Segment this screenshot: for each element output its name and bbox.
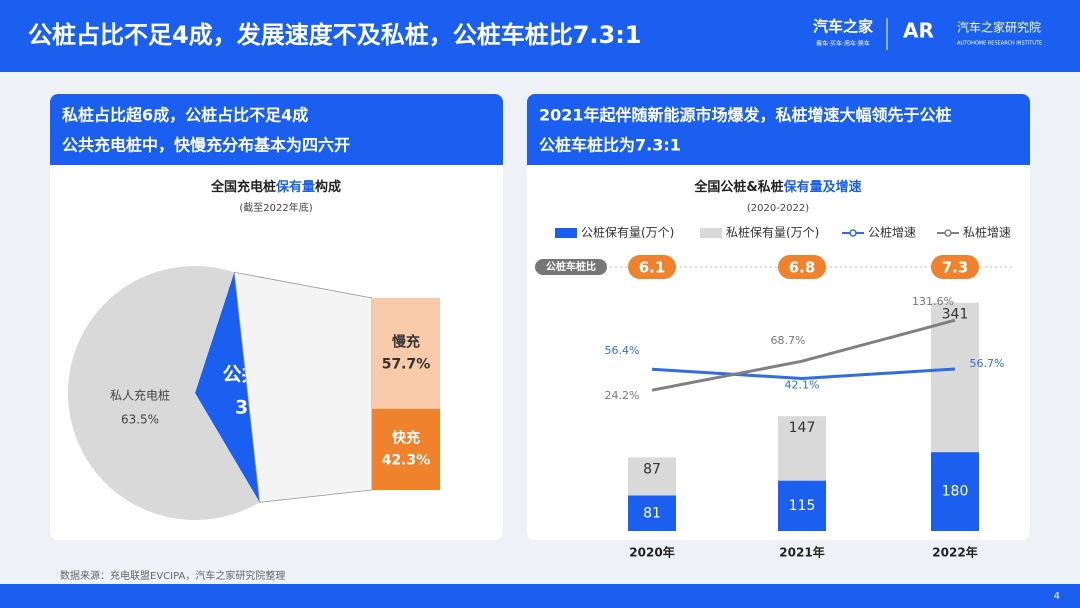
ratio-label-pill (535, 259, 607, 275)
breakdown-label: 快充 (392, 429, 420, 446)
heading-line: 公桩车桩比为7.3:1 (539, 136, 681, 155)
x-tick-label: 2020年 (629, 545, 674, 560)
ratio-pill (931, 255, 979, 279)
line-series (651, 367, 956, 381)
legend-swatch (849, 229, 857, 237)
bar-segment (931, 302, 979, 453)
pie-label: 私人充电桩 (110, 388, 170, 403)
chart-subtitle: (2020-2022) (747, 203, 809, 214)
breakdown-value-label: 42.3% (382, 452, 431, 468)
breakdown-value-label: 57.7% (382, 356, 431, 372)
ratio-value: 6.1 (639, 259, 666, 277)
pie-value-label: 63.5% (121, 413, 159, 427)
line-value-label: 131.6% (912, 295, 954, 308)
header-bar (0, 0, 1080, 72)
slide-title: 公桩占比不足4成，发展速度不及私桩，公桩车桩比7.3:1 (28, 21, 642, 49)
legend-label: 公桩增速 (868, 225, 916, 240)
chart-title: 全国公桩&私桩保有量及增速 (693, 179, 861, 195)
chart-title: 全国充电桩保有量构成 (210, 179, 341, 195)
legend-swatch (700, 228, 722, 238)
right-card (527, 94, 1030, 540)
logo-sub: AUTOHOME RESEARCH INSTITUTE (957, 41, 1042, 47)
heading-line: 2021年起伴随新能源市场爆发，私桩增速大幅领先于公桩 (539, 106, 952, 125)
ratio-value: 7.3 (942, 259, 969, 277)
bar-value-label: 341 (942, 307, 969, 323)
source-note: 数据来源：充电联盟EVCIPA，汽车之家研究院整理 (60, 569, 285, 582)
footer-bar (0, 584, 1080, 608)
ratio-pill (628, 255, 676, 279)
ratio-value: 6.8 (789, 259, 816, 277)
bar-segment (628, 457, 676, 496)
bar-segment (628, 495, 676, 531)
title-part: 全国充电桩 (210, 179, 276, 195)
bar-value-label: 81 (643, 505, 661, 521)
bar-value-label: 147 (789, 420, 816, 436)
logo: 汽车之家 (813, 18, 873, 36)
heading-line: 私桩占比超6成，公桩占比不足4成 (62, 106, 308, 125)
breakdown-segment (372, 298, 440, 409)
logo: 汽车之家研究院 (957, 20, 1041, 35)
legend-label: 私桩增速 (963, 225, 1011, 240)
x-tick-label: 2021年 (779, 545, 824, 560)
line-value-label: 68.7% (771, 334, 806, 347)
ratio-pill (778, 255, 826, 279)
pie-slice (67, 266, 260, 520)
x-tick-label: 2022年 (932, 545, 977, 560)
chart-subtitle: (截至2022年底) (239, 201, 312, 214)
heading-line: 公共充电桩中，快慢充分布基本为四六开 (62, 136, 350, 155)
legend-label: 公桩保有量(万个) (581, 225, 674, 240)
title-part: 全国公桩&私桩 (693, 179, 783, 195)
breakdown-label: 慢充 (392, 333, 420, 350)
left-card-heading (50, 94, 503, 165)
bar-value-label: 87 (643, 461, 661, 477)
legend-swatch (555, 228, 577, 238)
bar-segment (778, 416, 826, 481)
page-number: 4 (1054, 591, 1060, 602)
bar-value-label: 180 (942, 484, 969, 500)
logo-mark: AR (903, 19, 934, 43)
legend-label: 私桩保有量(万个) (726, 225, 819, 240)
right-card-heading (527, 94, 1030, 165)
legend-swatch (944, 229, 952, 237)
bar-segment (778, 480, 826, 531)
line-series (651, 318, 956, 392)
title-part: 保有量及增速 (783, 179, 862, 195)
bar-value-label: 115 (789, 498, 816, 514)
line-value-label: 56.7% (970, 357, 1005, 370)
title-part: 构成 (315, 179, 341, 195)
bar-segment (931, 452, 979, 531)
line-value-label: 42.1% (785, 379, 820, 392)
ratio-label: 公桩车桩比 (546, 260, 596, 273)
line-value-label: 56.4% (605, 344, 640, 357)
line-value-label: 24.2% (605, 389, 640, 402)
breakdown-segment (372, 408, 440, 490)
title-part: 保有量 (275, 179, 315, 195)
logo-sub: 看车·买车·用车·换车 (816, 40, 870, 48)
